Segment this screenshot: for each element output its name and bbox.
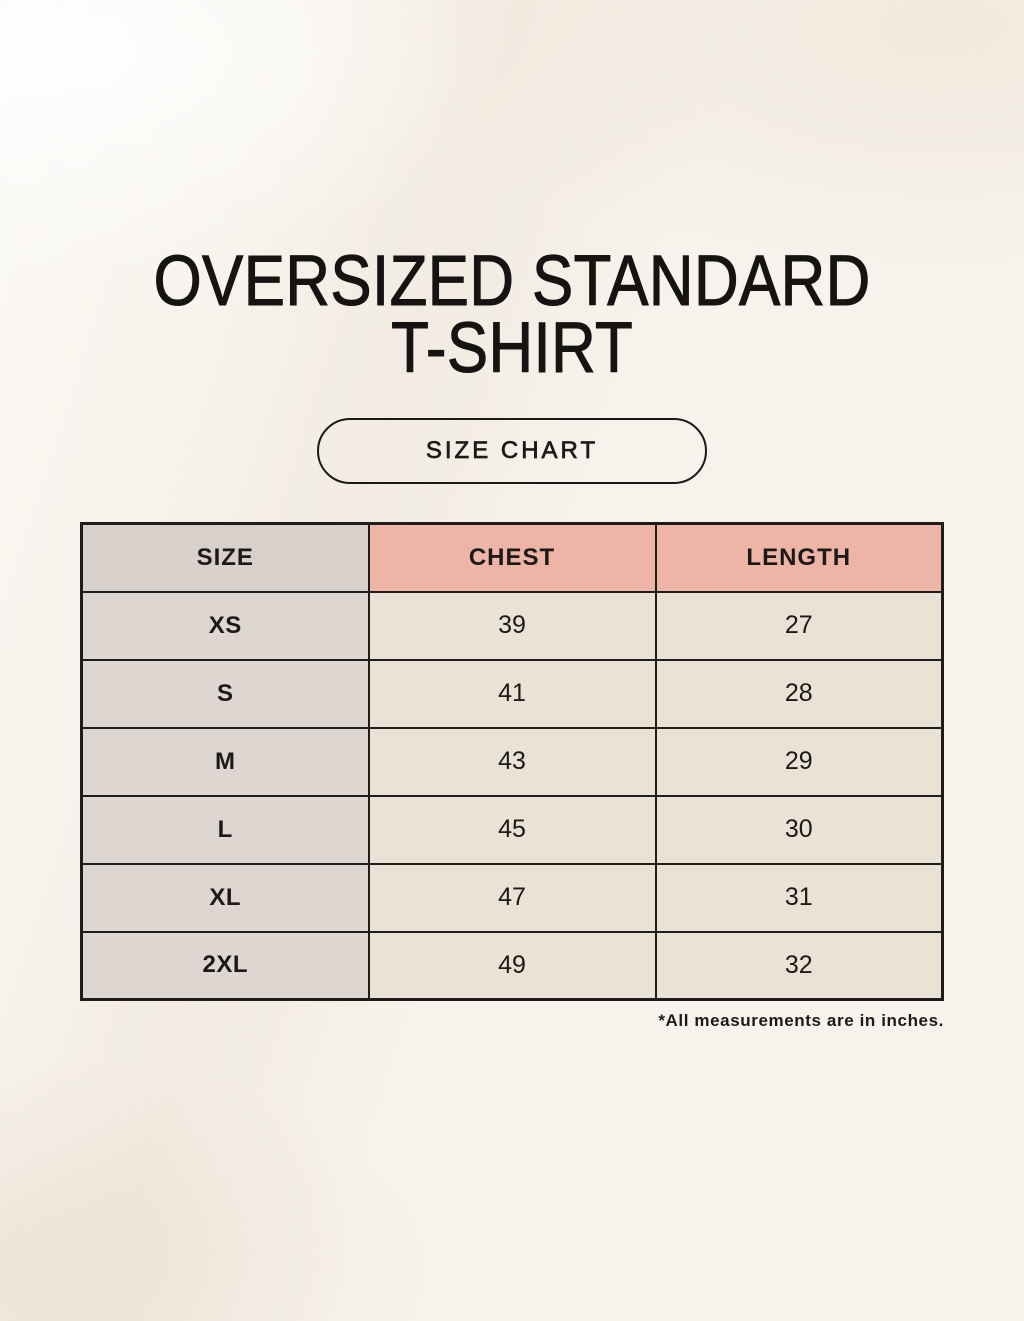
chest-cell: 43 [367,726,657,797]
col-header-chest: CHEST [367,522,657,593]
length-cell: 27 [654,590,944,661]
length-cell: 32 [654,930,944,1001]
size-chart-badge[interactable]: SIZE CHART [317,418,707,484]
size-cell: L [80,794,370,865]
col-header-size: SIZE [80,522,370,593]
table-row: XS 39 27 [80,590,944,661]
chest-cell: 45 [367,794,657,865]
table-row: L 45 30 [80,794,944,865]
length-cell: 30 [654,794,944,865]
size-cell: XS [80,590,370,661]
chest-cell: 39 [367,590,657,661]
table-row: S 41 28 [80,658,944,729]
length-cell: 31 [654,862,944,933]
page-title-line1: OVERSIZED STANDARD [153,242,871,321]
table-row: 2XL 49 32 [80,930,944,1001]
size-table: SIZE CHEST LENGTH XS 39 27 S 41 28 M 43 … [80,522,944,1001]
size-cell: 2XL [80,930,370,1001]
page-title: OVERSIZED STANDARD T-SHIRT [153,245,871,384]
table-row: XL 47 31 [80,862,944,933]
length-cell: 29 [654,726,944,797]
measurements-footnote: *All measurements are in inches. [658,1011,944,1030]
table-header-row: SIZE CHEST LENGTH [80,522,944,593]
chest-cell: 49 [367,930,657,1001]
page-title-line2: T-SHIRT [390,309,634,388]
chest-cell: 47 [367,862,657,933]
length-cell: 28 [654,658,944,729]
size-cell: M [80,726,370,797]
footnote-row: *All measurements are in inches. [80,1011,944,1031]
col-header-length: LENGTH [654,522,944,593]
chest-cell: 41 [367,658,657,729]
size-cell: S [80,658,370,729]
size-cell: XL [80,862,370,933]
table-row: M 43 29 [80,726,944,797]
